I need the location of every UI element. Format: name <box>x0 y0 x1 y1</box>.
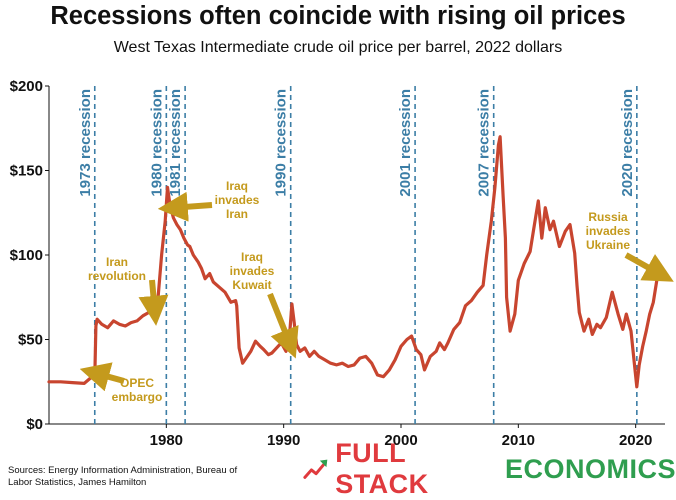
sources-note: Sources: Energy Information Administrati… <box>8 465 238 488</box>
annotation-arrow <box>267 292 299 359</box>
annotation-label: Kuwait <box>232 278 271 292</box>
annotation-arrow <box>157 191 213 222</box>
annotation-label: embargo <box>112 390 163 404</box>
recession-label: 2007 recession <box>476 89 493 197</box>
brand-name-part1: FULL STACK <box>335 438 429 499</box>
y-tick-label: $150 <box>10 163 43 180</box>
brand-logo: FULL STACK ECONOMICS <box>303 438 676 499</box>
annotation-label: invades <box>230 264 275 278</box>
annotation-label: Iran <box>226 207 248 221</box>
y-tick-label: $50 <box>18 332 43 349</box>
recession-label: 1990 recession <box>273 89 290 197</box>
x-tick-label: 2020 <box>619 432 652 449</box>
recession-label: 1973 recession <box>77 89 94 197</box>
series-layer <box>47 135 661 389</box>
axes: $0 $50 $100 $150 $200 1980 1990 2000 2010 2020 <box>10 78 665 449</box>
y-tick-label: $0 <box>26 416 43 433</box>
annotation-arrow <box>79 362 125 392</box>
recession-lines: 1973 recession 1980 recession 1981 recessi… <box>77 86 638 424</box>
chart-title: Recessions often coincide with rising oi… <box>50 2 626 30</box>
recession-label: 2001 recession <box>397 89 414 197</box>
annotation-label: OPEC <box>120 376 154 390</box>
brand-name-part2: ECONOMICS <box>504 453 676 484</box>
annotation-label: Iraq <box>241 250 263 264</box>
annotation-label: revolution <box>88 269 146 283</box>
annotation-label: invades <box>215 193 260 207</box>
annotation-label: Russia <box>588 210 628 224</box>
recession-label: 1981 recession <box>167 89 184 197</box>
annotation-label: Iran <box>106 255 128 269</box>
annotation-label: Iraq <box>226 179 248 193</box>
recession-label: 2020 recession <box>619 89 636 197</box>
recession-label: 1980 recession <box>148 89 165 197</box>
annotation-arrow <box>138 279 169 326</box>
x-tick-label: 2000 <box>384 432 417 449</box>
x-tick-label: 2010 <box>502 432 535 449</box>
oil-price-line <box>47 135 661 389</box>
y-tick-label: $200 <box>10 78 43 95</box>
x-tick-label: 1990 <box>267 432 300 449</box>
x-tick-label: 1980 <box>150 432 183 449</box>
y-tick-label: $100 <box>10 247 43 264</box>
annotation-arrow <box>624 252 674 282</box>
annotation-label: Ukraine <box>586 238 630 252</box>
annotations: OPECembargoIranrevolutionIraqinvadesIran… <box>79 179 674 404</box>
annotation-label: invades <box>586 224 631 238</box>
chart-subtitle: West Texas Intermediate crude oil price … <box>113 39 563 56</box>
trending-up-chart-icon <box>303 459 328 479</box>
